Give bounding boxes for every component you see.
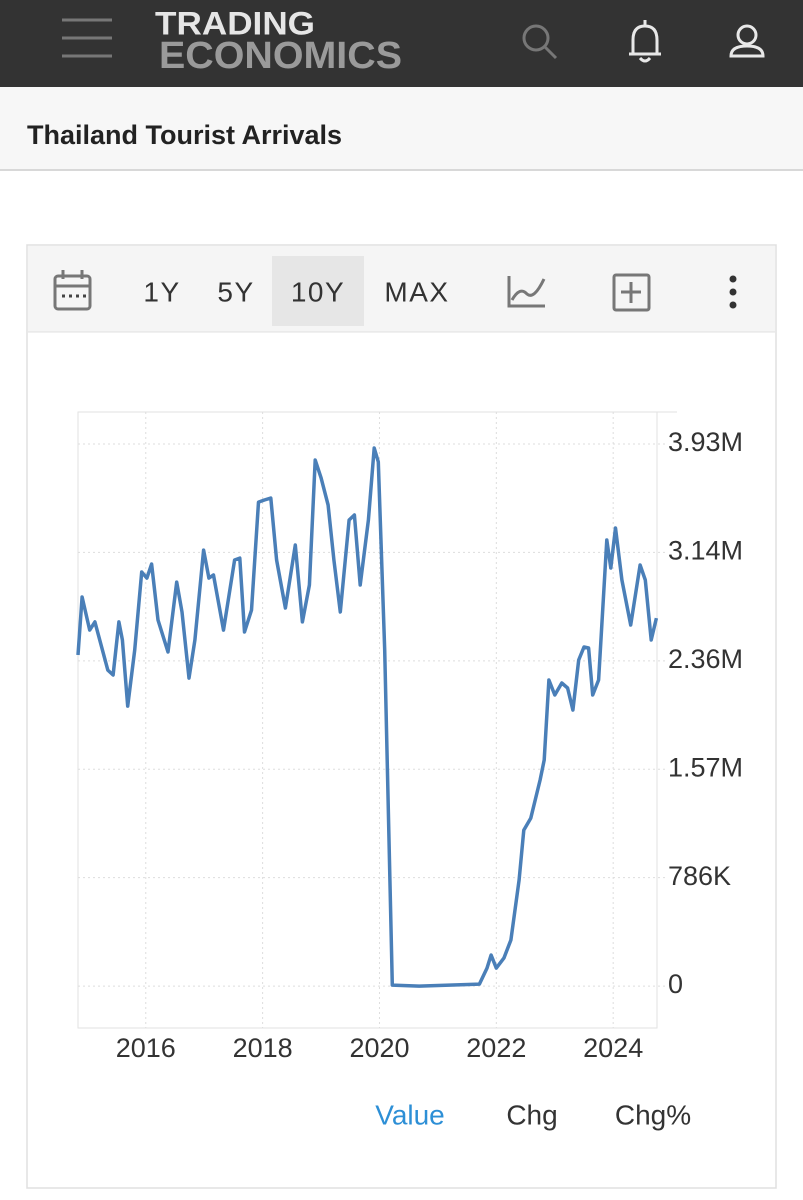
notifications-button[interactable] (629, 20, 661, 63)
page-title: Thailand Tourist Arrivals (27, 120, 342, 150)
y-tick-label: 0 (668, 969, 683, 999)
logo-top[interactable]: TRADING (155, 5, 315, 41)
search-button[interactable] (522, 24, 558, 60)
y-tick-label: 1.57M (668, 752, 743, 782)
top-bar (0, 0, 803, 87)
y-tick-label: 2.36M (668, 644, 743, 674)
logo-bottom[interactable]: ECONOMICS (159, 35, 402, 77)
account-button[interactable] (729, 24, 765, 58)
x-tick-label: 2018 (233, 1033, 293, 1063)
data-tab[interactable]: Chg% (615, 1099, 691, 1130)
title-bar (0, 87, 803, 170)
y-tick-label: 3.93M (668, 427, 743, 457)
chart-card (26, 244, 777, 1189)
compare-button[interactable] (612, 273, 651, 312)
x-tick-label: 2020 (349, 1033, 409, 1063)
data-tab[interactable]: Value (375, 1099, 445, 1130)
range-button[interactable]: 1Y (143, 276, 180, 307)
calendar-button[interactable] (53, 270, 92, 311)
more-button[interactable] (729, 275, 737, 309)
x-tick-label: 2022 (466, 1033, 526, 1063)
data-tab[interactable]: Chg (506, 1099, 557, 1130)
data-line (76, 446, 659, 988)
x-tick-label: 2024 (583, 1033, 643, 1063)
plot-frame (77, 411, 658, 1029)
range-active-bg (272, 256, 364, 326)
range-button[interactable]: MAX (384, 276, 449, 307)
range-button[interactable]: 5Y (217, 276, 254, 307)
chart-type-button[interactable] (507, 276, 546, 308)
x-tick-label: 2016 (116, 1033, 176, 1063)
menu-button[interactable] (62, 18, 112, 58)
y-tick-label: 3.14M (668, 536, 743, 566)
range-button[interactable]: 10Y (291, 276, 345, 307)
y-tick-label: 786K (668, 861, 731, 891)
